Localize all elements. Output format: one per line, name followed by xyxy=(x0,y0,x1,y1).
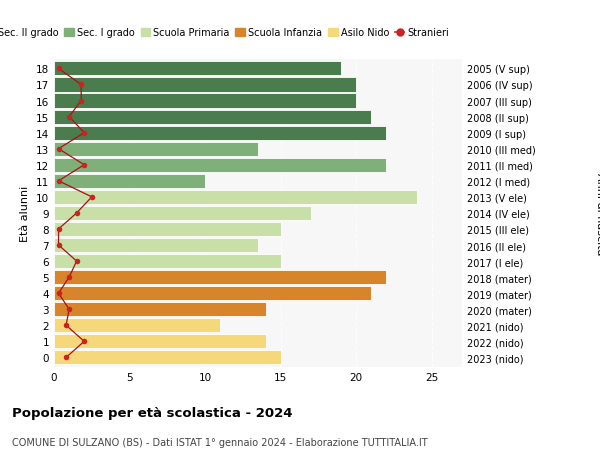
Bar xyxy=(54,174,205,189)
Bar xyxy=(54,302,266,317)
Point xyxy=(61,322,71,329)
Bar xyxy=(54,158,386,173)
Point xyxy=(64,306,74,313)
Bar xyxy=(54,94,356,108)
Bar xyxy=(54,335,266,349)
Bar xyxy=(54,78,356,92)
Bar xyxy=(54,351,281,364)
Point xyxy=(72,258,82,265)
Point xyxy=(72,210,82,217)
Point xyxy=(79,130,89,137)
Point xyxy=(54,66,64,73)
Bar xyxy=(54,223,281,236)
Bar xyxy=(54,126,386,140)
Point xyxy=(54,242,64,249)
Text: Popolazione per età scolastica - 2024: Popolazione per età scolastica - 2024 xyxy=(12,406,293,419)
Point xyxy=(87,194,97,201)
Bar xyxy=(54,238,258,252)
Point xyxy=(54,226,64,233)
Y-axis label: Anni di nascita: Anni di nascita xyxy=(595,172,600,255)
Point xyxy=(79,338,89,345)
Y-axis label: Età alunni: Età alunni xyxy=(20,185,31,241)
Point xyxy=(79,162,89,169)
Bar xyxy=(54,142,258,157)
Point xyxy=(64,114,74,121)
Bar xyxy=(54,110,371,124)
Bar xyxy=(54,207,311,220)
Bar xyxy=(54,62,341,76)
Bar xyxy=(54,270,386,285)
Legend: Sec. II grado, Sec. I grado, Scuola Primaria, Scuola Infanzia, Asilo Nido, Stran: Sec. II grado, Sec. I grado, Scuola Prim… xyxy=(0,24,453,42)
Bar xyxy=(54,254,281,269)
Point xyxy=(76,98,86,105)
Point xyxy=(54,290,64,297)
Bar xyxy=(54,319,220,333)
Bar xyxy=(54,190,416,204)
Point xyxy=(76,82,86,89)
Point xyxy=(61,354,71,361)
Point xyxy=(54,178,64,185)
Point xyxy=(54,146,64,153)
Point xyxy=(64,274,74,281)
Bar xyxy=(54,286,371,301)
Text: COMUNE DI SULZANO (BS) - Dati ISTAT 1° gennaio 2024 - Elaborazione TUTTITALIA.IT: COMUNE DI SULZANO (BS) - Dati ISTAT 1° g… xyxy=(12,437,428,447)
